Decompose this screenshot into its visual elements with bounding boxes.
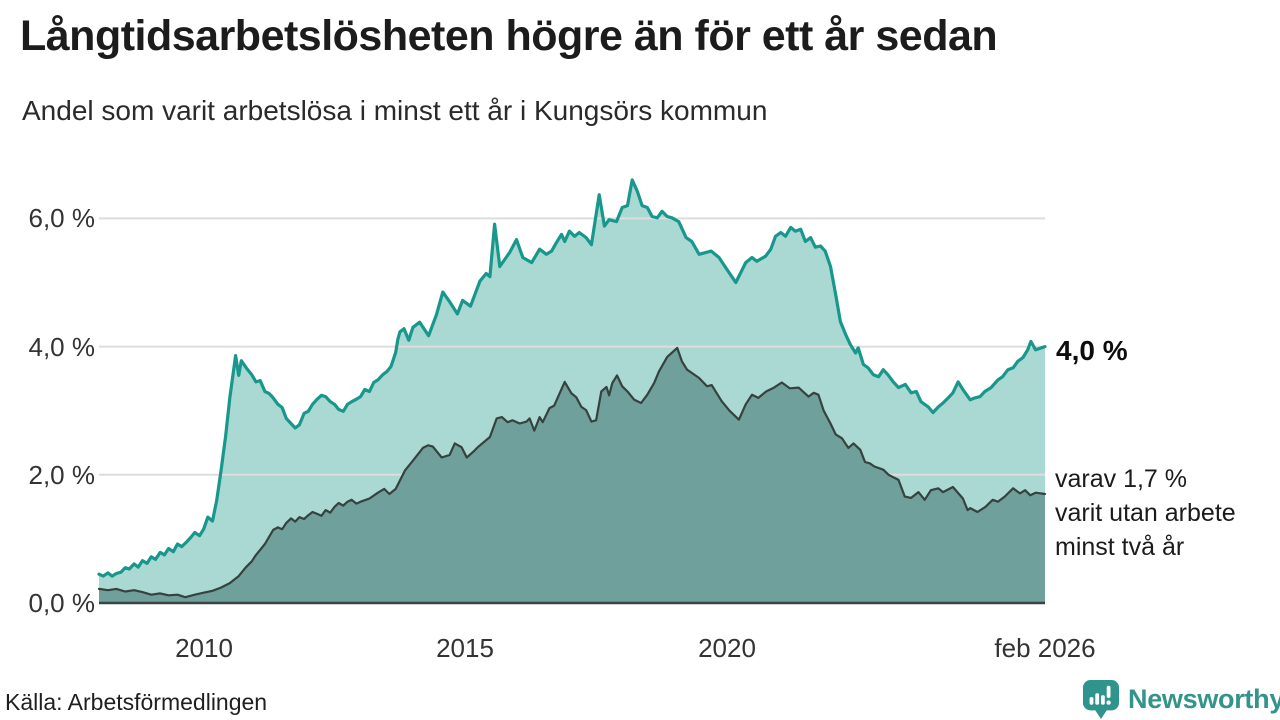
x-axis-label-2015: 2015 (436, 633, 494, 663)
newsworthy-logo: Newsworthy (1082, 678, 1280, 720)
y-axis-label-6: 6,0 % (28, 203, 96, 233)
secondary-annotation-line-1: varav 1,7 % (1055, 465, 1188, 493)
newsworthy-logo-text: Newsworthy (1128, 683, 1280, 714)
y-axis-label-2: 2,0 % (28, 460, 96, 490)
secondary-series-annotation: varav 1,7 % varit utan arbete minst två … (1055, 462, 1270, 564)
source-note: Källa: Arbetsförmedlingen (5, 689, 268, 715)
secondary-annotation-line-3: minst två år (1055, 533, 1185, 561)
secondary-annotation-line-2: varit utan arbete (1055, 499, 1236, 527)
page-subtitle: Andel som varit arbetslösa i minst ett å… (22, 95, 768, 126)
series-end-value-label: 4,0 % (1056, 335, 1128, 366)
x-axis-label-2010: 2010 (175, 633, 233, 663)
newsworthy-chart-bubble-icon (1082, 679, 1120, 719)
x-axis-label-feb-2026: feb 2026 (994, 633, 1096, 663)
x-axis-label-2020: 2020 (698, 633, 756, 663)
y-axis-label-4: 4,0 % (28, 332, 96, 362)
page-title: Långtidsarbetslösheten högre än för ett … (20, 12, 998, 60)
y-axis-label-0: 0,0 % (28, 588, 96, 618)
